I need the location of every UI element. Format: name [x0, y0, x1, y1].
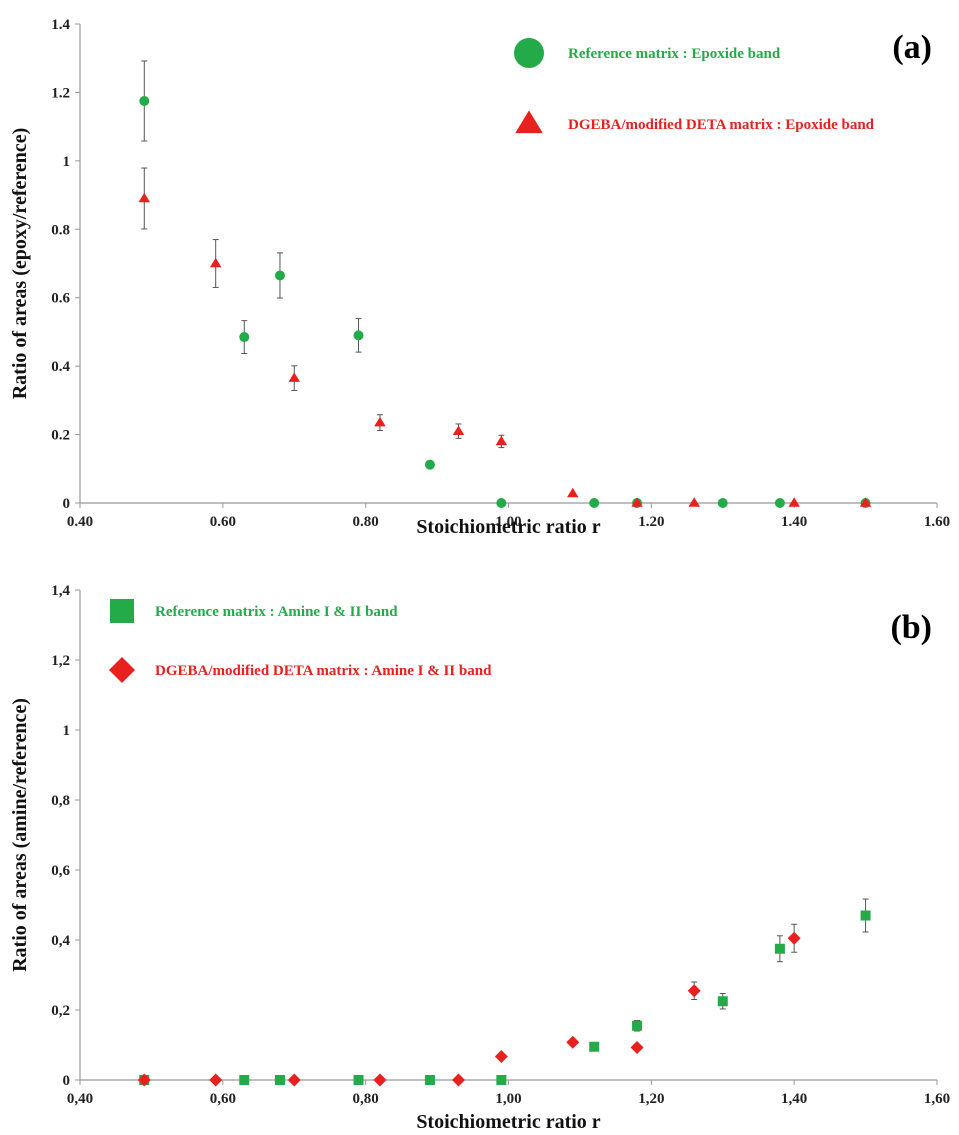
data-point: [239, 332, 250, 343]
x-tick-label: 1.40: [781, 514, 807, 530]
y-tick-label: 0.4: [51, 359, 70, 375]
y-tick-label: 1,2: [51, 653, 70, 669]
x-tick-label: 0.80: [353, 514, 379, 530]
data-point: [424, 1075, 435, 1085]
data-point: [274, 270, 285, 281]
x-tick-label: 1,00: [495, 1091, 521, 1107]
data-point: [287, 1073, 301, 1087]
data-point: [209, 1073, 223, 1087]
chart-panel-a: 0 0.2 0.4 0.6 0.8 1 1.2 1.4 0.40 0.60 0.80 1.00 1.20…: [9, 17, 950, 538]
chart-panel-b: 0 0,2 0,4 0,6 0,8 1 1,2 1,4 0,40 0,60 0,80 1,00 1,20…: [9, 583, 950, 1133]
legend-marker-triangle: [515, 110, 543, 134]
y-tick-label: 0,8: [51, 793, 70, 809]
y-axis-title: Ratio of areas (amine/reference): [9, 698, 31, 972]
y-tick-label: 0,6: [51, 863, 70, 879]
data-point: [717, 996, 728, 1007]
y-tick-label: 0: [63, 496, 71, 512]
data-point: [859, 497, 872, 507]
legend-marker-diamond: [109, 657, 135, 683]
data-point: [353, 1075, 364, 1085]
panel-label: (b): [890, 609, 932, 646]
y-tick-label: 0.6: [51, 291, 70, 307]
x-tick-label: 0.40: [67, 514, 93, 530]
y-tick-label: 1.2: [51, 85, 70, 101]
x-tick-label: 1,60: [924, 1091, 950, 1107]
y-tick-label: 0: [63, 1073, 71, 1089]
y-tick-label: 0,4: [51, 933, 70, 949]
data-point: [688, 497, 700, 507]
data-point: [239, 1075, 250, 1085]
data-point: [687, 984, 701, 998]
data-point: [589, 1041, 600, 1052]
series-triangle: [138, 167, 872, 507]
data-point: [567, 487, 579, 498]
data-point: [139, 95, 150, 106]
data-point: [138, 192, 151, 203]
series-diamond: [137, 923, 801, 1087]
data-point: [589, 498, 600, 508]
y-tick-label: 0.2: [51, 428, 70, 444]
data-point: [137, 1073, 151, 1087]
y-tick-label: 1: [63, 723, 71, 739]
data-point: [495, 435, 508, 446]
data-point: [494, 1050, 508, 1064]
legend-marker-square: [110, 599, 134, 623]
data-point: [209, 257, 222, 268]
data-point: [353, 330, 364, 341]
data-point: [774, 498, 785, 508]
data-point: [424, 459, 435, 470]
data-point: [496, 1075, 507, 1085]
data-point: [774, 943, 785, 954]
data-point: [631, 497, 643, 507]
y-tick-label: 1,4: [51, 583, 70, 599]
data-point: [632, 1020, 643, 1031]
legend-label: DGEBA/modified DETA matrix : Epoxide ban…: [568, 117, 875, 133]
y-tick-label: 1.4: [51, 17, 70, 33]
data-point: [787, 931, 801, 945]
x-tick-label: 0,60: [210, 1091, 236, 1107]
data-point: [373, 1073, 387, 1087]
data-point: [717, 498, 728, 508]
y-tick-label: 1: [63, 154, 71, 170]
x-tick-label: 0.60: [210, 514, 236, 530]
data-point: [452, 1073, 466, 1087]
data-point: [496, 498, 507, 508]
series-circle: [139, 60, 871, 508]
data-point: [452, 425, 465, 435]
x-tick-label: 0,80: [353, 1091, 379, 1107]
x-tick-label: 1,40: [781, 1091, 807, 1107]
legend-marker-circle: [514, 38, 544, 68]
x-tick-label: 1.60: [924, 514, 950, 530]
data-point: [630, 1040, 644, 1054]
y-tick-label: 0,2: [51, 1003, 70, 1019]
y-tick-label: 0.8: [51, 222, 70, 238]
data-point: [860, 910, 871, 921]
data-point: [788, 497, 800, 507]
data-point: [274, 1075, 285, 1085]
data-point: [374, 416, 386, 427]
legend-label: Reference matrix : Epoxide band: [568, 46, 781, 62]
y-axis-title: Ratio of areas (epoxy/reference): [9, 128, 31, 400]
x-axis-title: Stoichiometric ratio r: [416, 1111, 600, 1133]
x-tick-label: 1,20: [638, 1091, 664, 1107]
legend-label: DGEBA/modified DETA matrix : Amine I & I…: [155, 663, 492, 679]
x-axis-title: Stoichiometric ratio r: [416, 516, 600, 538]
x-tick-label: 1.00: [495, 514, 521, 530]
legend-label: Reference matrix : Amine I & II band: [155, 604, 398, 620]
panel-label: (a): [892, 29, 932, 66]
x-tick-label: 0,40: [67, 1091, 93, 1107]
x-tick-label: 1.20: [638, 514, 664, 530]
data-point: [566, 1035, 580, 1049]
data-point: [288, 372, 300, 382]
